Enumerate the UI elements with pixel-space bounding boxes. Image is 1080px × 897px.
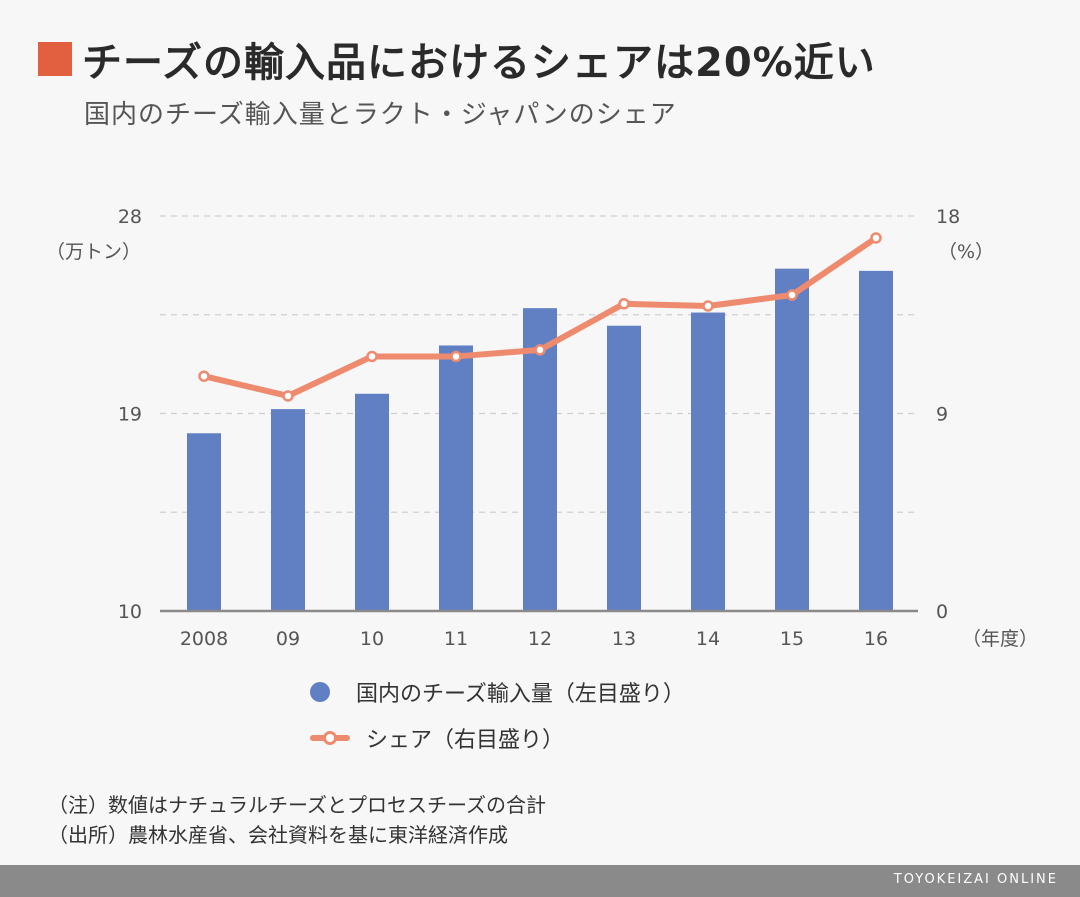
right-tick-label: 9 xyxy=(936,404,948,426)
bar-import-volume xyxy=(355,393,389,611)
source-line: （出所）農林水産省、会社資料を基に東洋経済作成 xyxy=(48,823,508,847)
note-line: （注）数値はナチュラルチーズとプロセスチーズの合計 xyxy=(48,793,546,817)
left-tick-label: 19 xyxy=(118,404,142,426)
chart-subtitle: 国内のチーズ輸入量とラクト・ジャパンのシェア xyxy=(84,100,677,130)
legend-bar-swatch xyxy=(310,682,330,702)
footer-bar: TOYOKEIZAI ONLINE xyxy=(0,865,1080,897)
share-point xyxy=(450,350,462,363)
left-tick-label: 10 xyxy=(118,601,142,623)
share-point xyxy=(534,344,546,356)
x-tick-label: 10 xyxy=(360,628,384,650)
right-tick-label: 18 xyxy=(936,206,960,228)
bar-import-volume xyxy=(523,308,557,611)
x-tick-label: 11 xyxy=(444,628,468,650)
x-tick-label: 2008 xyxy=(180,628,228,650)
share-point xyxy=(702,300,714,312)
share-point xyxy=(198,370,210,382)
share-point xyxy=(282,390,294,402)
legend-label-import-volume: 国内のチーズ輸入量（左目盛り） xyxy=(356,682,685,707)
bar-import-volume xyxy=(859,270,893,611)
legend-label-share: シェア（右目盛り） xyxy=(366,728,565,753)
legend-item-import-volume: 国内のチーズ輸入量（左目盛り） xyxy=(310,676,685,708)
right-tick-label: 0 xyxy=(936,601,948,623)
footer-brand: TOYOKEIZAI ONLINE xyxy=(893,872,1058,887)
left-axis-unit: （万トン） xyxy=(46,241,141,263)
x-tick-label: 14 xyxy=(696,628,720,650)
bar-import-volume xyxy=(607,325,641,611)
chart-plot: 28 19 10 18 9 0 （万トン） （%） （年度） 2008 09 10 11 12 13 14 15… xyxy=(46,206,1038,650)
legend-item-share: シェア（右目盛り） xyxy=(310,722,564,754)
share-point xyxy=(870,232,882,244)
share-point xyxy=(366,350,378,363)
x-axis-unit: （年度） xyxy=(962,628,1038,650)
share-point xyxy=(786,289,798,301)
chart-title: チーズの輸入品におけるシェアは20%近い xyxy=(82,40,876,86)
left-tick-label: 28 xyxy=(118,206,142,228)
x-tick-label: 15 xyxy=(780,628,804,650)
source-notes: （注）数値はナチュラルチーズとプロセスチーズの合計 （出所）農林水産省、会社資料… xyxy=(48,790,546,850)
title-accent-square xyxy=(38,42,72,76)
bar-import-volume xyxy=(187,433,221,611)
right-axis-unit: （%） xyxy=(938,241,994,263)
x-tick-label: 09 xyxy=(276,628,300,650)
bar-import-volume xyxy=(439,345,473,611)
bar-import-volume xyxy=(271,409,305,611)
share-point xyxy=(618,298,630,310)
title-block: チーズの輸入品におけるシェアは20%近い xyxy=(38,30,876,88)
bar-import-volume xyxy=(691,312,725,611)
x-tick-label: 12 xyxy=(528,628,552,650)
bar-import-volume xyxy=(775,268,809,611)
legend-line-swatch xyxy=(310,728,350,748)
x-tick-label: 13 xyxy=(612,628,636,650)
x-tick-label: 16 xyxy=(864,628,888,650)
